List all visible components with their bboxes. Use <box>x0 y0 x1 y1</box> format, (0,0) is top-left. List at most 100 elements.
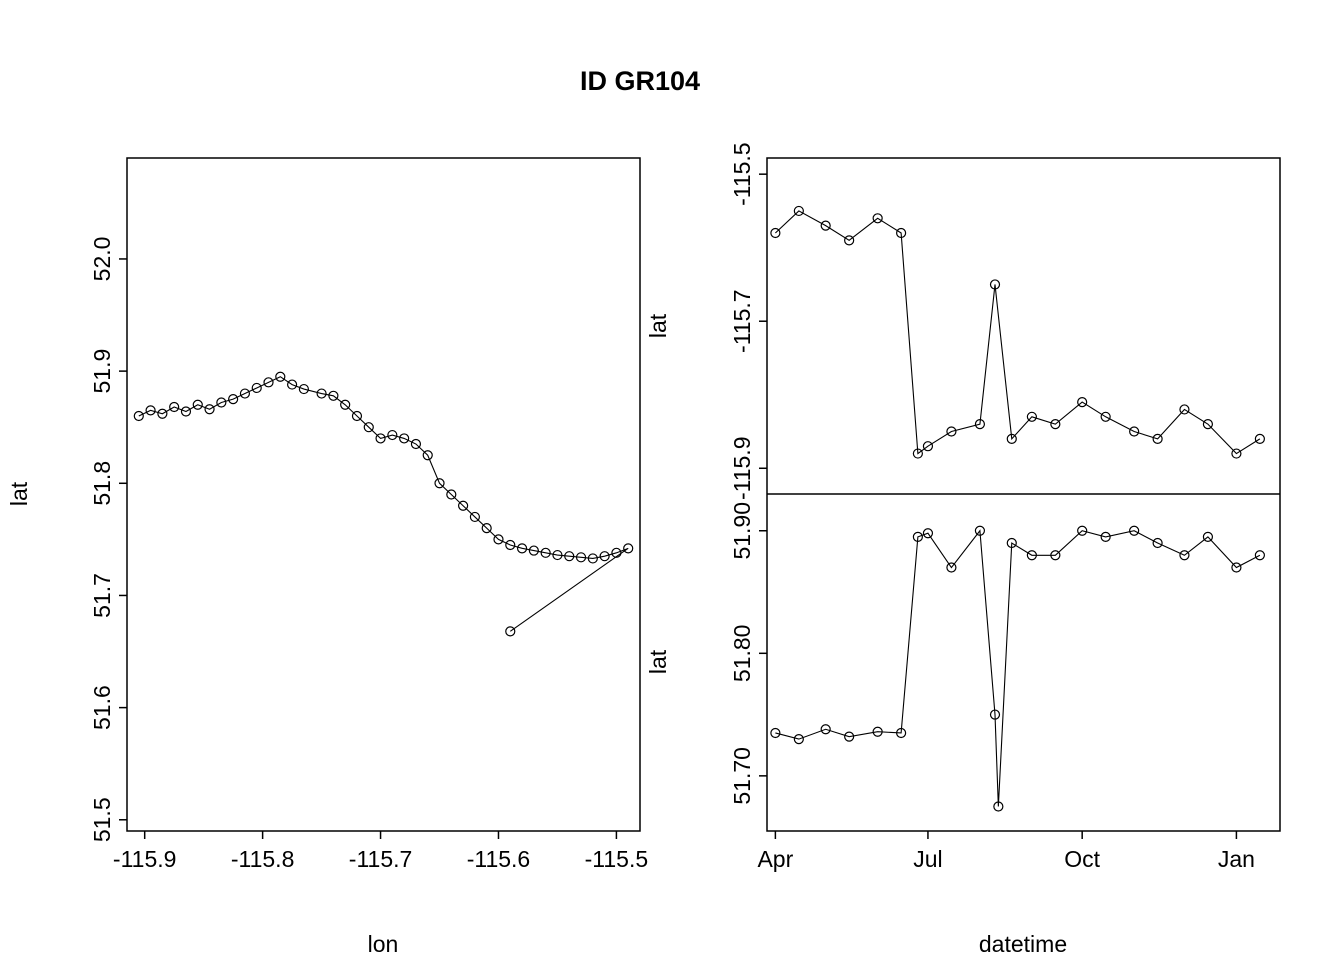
lat-series-point <box>1050 550 1061 561</box>
y-axis-right-bottom-tick-label: 51.90 <box>729 502 755 560</box>
lon-series-point <box>1077 396 1088 408</box>
lon-series-line <box>775 210 1261 455</box>
plot-frame-left <box>126 157 641 832</box>
track-point <box>375 433 386 444</box>
lon-series-point <box>1152 433 1163 444</box>
lat-series-point <box>793 733 804 745</box>
track-point <box>623 543 634 554</box>
lon-series-point <box>872 213 883 224</box>
y-axis-right-bottom-tick-label: 51.80 <box>729 625 755 683</box>
y-axis-right-bottom-tick-label: 51.70 <box>729 747 755 805</box>
track-point <box>180 406 192 417</box>
track-point <box>587 553 598 564</box>
track-point <box>328 390 339 401</box>
lat-series-point <box>872 726 883 737</box>
track-point <box>493 534 504 545</box>
track-line <box>138 376 629 632</box>
y-axis-left-tick-label: 51.6 <box>89 685 115 730</box>
x-axis-datetime-tick-label: Oct <box>1064 846 1100 872</box>
track-point <box>481 523 492 534</box>
track-point <box>564 551 575 562</box>
track-point <box>133 410 144 422</box>
track-point <box>351 410 363 422</box>
lat-series-point <box>1100 531 1111 542</box>
y-axis-left-tick-label: 51.5 <box>89 797 115 842</box>
y-axis-right-top-tick-label: -115.7 <box>729 289 755 353</box>
plot-marks-right-bottom <box>770 525 1265 812</box>
y-axis-label-lat-bottom: lat <box>645 649 671 674</box>
track-point <box>469 511 480 523</box>
lon-series-point <box>896 227 907 239</box>
lat-series-point <box>896 727 907 739</box>
lat-series-point <box>912 531 923 542</box>
lat-series-point <box>989 709 1001 720</box>
lat-series-point <box>1179 550 1190 561</box>
lon-series-point <box>820 220 831 231</box>
lat-series-point <box>1152 537 1163 549</box>
track-point <box>505 539 516 551</box>
lat-series-point <box>922 528 934 539</box>
track-point <box>505 626 516 637</box>
lat-series-point <box>993 801 1004 812</box>
track-point <box>540 547 551 558</box>
lat-series-point <box>946 562 957 573</box>
track-point <box>298 383 309 395</box>
track-point <box>575 552 587 563</box>
lon-series-point <box>922 441 934 452</box>
lon-series-point <box>844 235 855 246</box>
track-point <box>216 397 227 408</box>
lat-series-point <box>1077 525 1088 536</box>
lon-series-point <box>1026 411 1037 422</box>
lon-series-point <box>1202 419 1214 430</box>
lat-series-point <box>820 724 831 735</box>
track-point <box>157 408 168 419</box>
lon-series-point <box>793 205 804 217</box>
figure-title: ID GR104 <box>580 66 700 96</box>
panel-time-series: -115.5 -115.7 -115.9 51.70 51.80 51.90 Apr Jul… <box>645 142 1281 957</box>
track-point <box>528 545 539 556</box>
lat-series-point <box>1254 550 1265 561</box>
track-point <box>287 379 298 390</box>
track-point <box>228 394 239 405</box>
track-point <box>275 371 286 382</box>
lat-series-point <box>1129 525 1140 536</box>
track-point <box>204 404 215 415</box>
x-axis-left-tick-label: -115.7 <box>349 846 413 872</box>
track-point <box>192 399 203 410</box>
lat-series-point <box>974 525 986 536</box>
axis-ticks-right-bottom: 51.70 51.80 51.90 Apr Jul Oct Jan <box>729 502 1255 872</box>
panel-lon-lat: -115.9 -115.8 -115.7 -115.6 -115.5 51.5 51.6 51… <box>6 157 648 957</box>
track-point <box>422 450 433 461</box>
lat-series-point <box>844 731 855 742</box>
x-axis-label-datetime: datetime <box>979 931 1067 957</box>
lon-series-point <box>1231 448 1242 459</box>
track-point <box>251 382 262 394</box>
plot-marks-left <box>133 371 634 637</box>
y-axis-left-tick-label: 52.0 <box>89 237 115 282</box>
track-point <box>599 551 610 562</box>
lat-series-point <box>1202 531 1214 542</box>
track-point <box>363 422 374 433</box>
lon-series-point <box>946 426 957 437</box>
lat-series-point <box>1026 550 1037 561</box>
y-axis-right-top-tick-label: -115.5 <box>729 142 755 206</box>
y-axis-left-tick-label: 51.8 <box>89 461 115 506</box>
track-point <box>611 547 622 558</box>
axis-ticks-left: -115.9 -115.8 -115.7 -115.6 -115.5 51.5 51.6 51… <box>89 237 648 872</box>
lon-series-point <box>912 448 923 459</box>
track-point <box>263 377 274 388</box>
lon-series-point <box>1006 433 1017 444</box>
axis-ticks-right-top: -115.5 -115.7 -115.9 <box>729 142 767 500</box>
x-axis-datetime-tick-label: Jan <box>1218 846 1255 872</box>
lon-series-point <box>770 227 781 239</box>
x-axis-left-tick-label: -115.9 <box>113 846 177 872</box>
track-point <box>458 500 469 511</box>
track-point <box>552 549 563 561</box>
track-point <box>434 478 445 489</box>
y-axis-left-tick-label: 51.9 <box>89 349 115 394</box>
plot-marks-right-top <box>770 205 1265 459</box>
track-point <box>239 388 251 399</box>
track-point <box>316 388 327 399</box>
y-axis-label-lat-top: lat <box>645 313 671 338</box>
y-axis-right-top-tick-label: -115.9 <box>729 437 755 501</box>
